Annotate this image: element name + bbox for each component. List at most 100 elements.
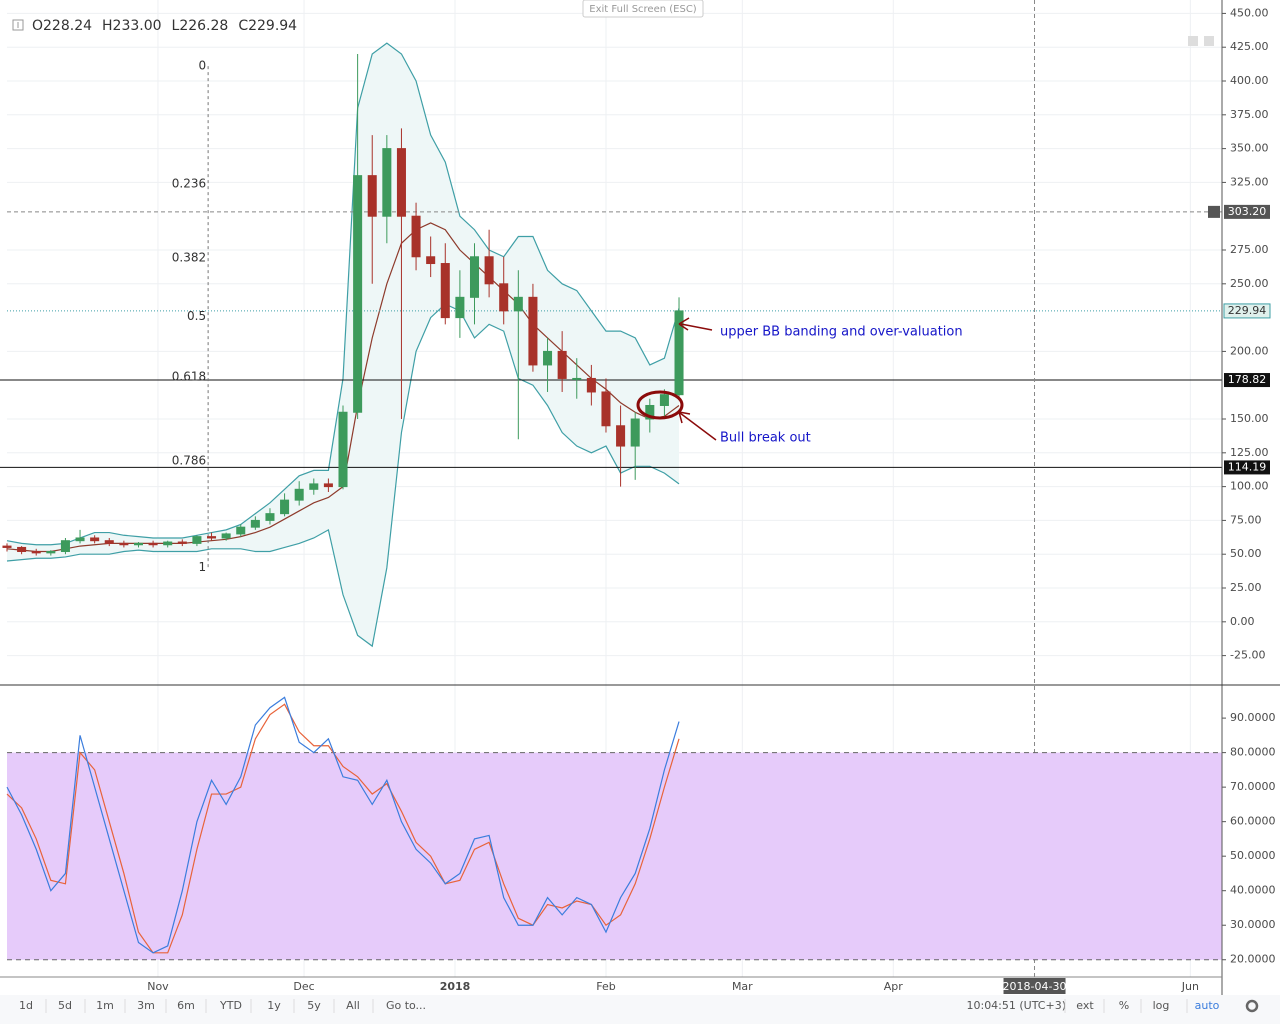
stochastic-panel — [6, 696, 1222, 961]
candle-body — [367, 175, 377, 217]
scroll-icon[interactable] — [1188, 36, 1198, 46]
y-tick-label: 50.00 — [1230, 547, 1262, 560]
goto-button[interactable]: Go to... — [386, 999, 426, 1012]
range-button[interactable]: 3m — [137, 999, 155, 1012]
exit-fullscreen-label[interactable]: Exit Full Screen (ESC) — [589, 4, 697, 15]
candle-body — [572, 377, 582, 380]
range-button[interactable]: 6m — [177, 999, 195, 1012]
candle-body — [60, 540, 70, 553]
lower-band — [6, 303, 680, 648]
y-tick-label: 25.00 — [1230, 581, 1262, 594]
candle-body — [630, 418, 640, 447]
candle-body — [499, 283, 509, 312]
settings-button[interactable] — [1245, 999, 1259, 1013]
annotation: Bull break out — [720, 431, 811, 446]
candle-body — [177, 541, 187, 544]
breakout-circle — [636, 390, 684, 420]
candle-body — [119, 542, 129, 546]
range-button[interactable]: 1m — [96, 999, 114, 1012]
stoch-line — [6, 696, 680, 954]
candle-body — [323, 483, 333, 488]
candle-body — [338, 411, 348, 488]
collapse-icon[interactable] — [12, 19, 24, 31]
exit-fullscreen-button[interactable] — [582, 0, 704, 18]
arrow — [680, 323, 713, 331]
candle-body — [616, 425, 626, 447]
x-tick-label: Nov — [147, 980, 169, 993]
range-button[interactable]: All — [346, 999, 360, 1012]
ohlc-value: O228.24 — [32, 18, 92, 34]
fib-label: 0.786 — [172, 453, 206, 467]
candle-body — [396, 148, 406, 217]
y-tick-label: 50.0000 — [1230, 849, 1276, 862]
range-button[interactable]: 1d — [19, 999, 33, 1012]
candle-body — [601, 391, 611, 427]
range-button[interactable]: YTD — [219, 999, 242, 1012]
y-tick-label: 150.00 — [1230, 412, 1269, 425]
x-tick-label: Jun — [1181, 980, 1199, 993]
stoch-line — [6, 703, 680, 954]
candle-body — [440, 263, 450, 319]
fib-label: 0.618 — [172, 370, 206, 384]
y-tick-label: 30.0000 — [1230, 918, 1276, 931]
option-button[interactable]: % — [1119, 999, 1129, 1012]
option-button[interactable]: ext — [1076, 999, 1094, 1012]
candle-body — [659, 394, 669, 406]
y-tick-label: 200.00 — [1230, 344, 1269, 357]
arrow — [679, 412, 717, 441]
candle-body — [455, 296, 465, 319]
candle-body — [411, 215, 421, 258]
fib-label: 1 — [198, 560, 206, 574]
candle-body — [221, 533, 231, 539]
x-tick-label: Dec — [293, 980, 314, 993]
candle-body — [2, 545, 12, 548]
range-button[interactable]: 5d — [58, 999, 72, 1012]
candle-body — [46, 551, 56, 554]
option-button[interactable]: log — [1153, 999, 1170, 1012]
range-button[interactable]: 1y — [267, 999, 281, 1012]
y-tick-label: 400.00 — [1230, 74, 1269, 87]
candle-body — [90, 537, 100, 542]
y-tick-label: 0.00 — [1230, 615, 1255, 628]
y-tick-label: -25.00 — [1230, 649, 1265, 662]
x-tick-label: Apr — [884, 980, 904, 993]
grid — [7, 0, 1222, 977]
fib-label: 0.236 — [172, 176, 206, 190]
candle-body — [192, 536, 202, 544]
range-button[interactable]: 5y — [307, 999, 321, 1012]
option-button[interactable]: auto — [1195, 999, 1220, 1012]
crosshair-y-label: 303.20 — [1228, 205, 1267, 218]
level-label: 178.82 — [1228, 373, 1267, 386]
y-tick-label: 75.00 — [1230, 513, 1262, 526]
toolbar — [0, 995, 1280, 1024]
candle-body — [294, 488, 304, 501]
candle-body — [148, 542, 158, 546]
level-label-box — [1224, 373, 1270, 388]
level-label-box — [1224, 460, 1270, 475]
y-tick-label: 350.00 — [1230, 142, 1269, 155]
x-tick-label: Feb — [596, 980, 615, 993]
x-tick-label: 2018 — [440, 980, 471, 993]
candle-body — [17, 546, 27, 553]
candle-body — [645, 404, 655, 420]
x-tick-label: Mar — [732, 980, 753, 993]
crosshair-plus[interactable] — [1208, 205, 1220, 218]
crosshair-x-box — [1003, 978, 1066, 994]
y-tick-label: 125.00 — [1230, 446, 1269, 459]
candle-body — [75, 537, 85, 542]
y-tick-label: 250.00 — [1230, 277, 1269, 290]
candle-body — [469, 256, 480, 298]
y-tick-label: 40.0000 — [1230, 884, 1276, 897]
arrow-head — [678, 411, 691, 424]
scroll-icon[interactable] — [1204, 36, 1214, 46]
ohlc-value: H233.00 — [102, 18, 162, 34]
candle-body — [426, 256, 436, 265]
y-tick-label: 425.00 — [1230, 40, 1269, 53]
candle-body — [382, 148, 392, 217]
candle-body — [236, 526, 246, 535]
y-tick-label: 70.0000 — [1230, 780, 1276, 793]
candle-body — [674, 310, 684, 396]
y-tick-label: 20.0000 — [1230, 953, 1276, 966]
fib-label: 0 — [198, 59, 206, 73]
